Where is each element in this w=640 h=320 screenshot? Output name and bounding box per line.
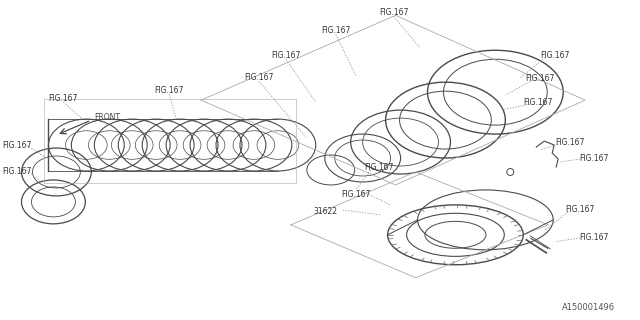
Text: FIG.167: FIG.167 <box>579 154 609 163</box>
Text: FIG.167: FIG.167 <box>566 205 595 214</box>
Text: 31622: 31622 <box>314 207 338 216</box>
Text: FIG.167: FIG.167 <box>525 74 555 83</box>
Text: FIG.167: FIG.167 <box>2 167 31 176</box>
Text: FIG.167: FIG.167 <box>49 94 78 103</box>
Text: FIG.167: FIG.167 <box>579 233 609 242</box>
Text: A150001496: A150001496 <box>562 303 615 312</box>
Text: FIG.167: FIG.167 <box>341 190 371 199</box>
Text: FIG.167: FIG.167 <box>524 98 553 107</box>
Text: FIG.167: FIG.167 <box>556 138 585 147</box>
Text: FIG.167: FIG.167 <box>541 51 570 60</box>
Text: FIG.167: FIG.167 <box>244 73 274 82</box>
Text: FIG.167: FIG.167 <box>364 164 394 172</box>
Text: FIG.167: FIG.167 <box>2 140 31 149</box>
Text: FIG.167: FIG.167 <box>154 86 184 95</box>
Text: FRONT: FRONT <box>94 113 120 122</box>
Text: FIG.167: FIG.167 <box>379 8 408 17</box>
Text: FIG.167: FIG.167 <box>271 51 301 60</box>
Text: FIG.167: FIG.167 <box>321 26 351 35</box>
